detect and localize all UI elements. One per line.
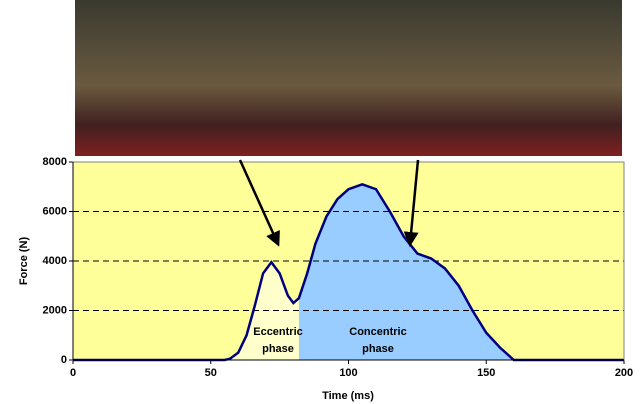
phase-label: phase [262, 343, 294, 355]
y-tick-label: 6000 [43, 205, 67, 217]
x-tick-label: 0 [70, 367, 76, 379]
x-axis-label: Time (ms) [322, 390, 374, 402]
photo-strip [75, 0, 622, 156]
y-tick-label: 8000 [43, 156, 67, 168]
x-tick-label: 50 [205, 367, 217, 379]
phase-label: Eccentric [253, 326, 303, 338]
x-tick-label: 150 [477, 367, 495, 379]
phase-label: phase [362, 343, 394, 355]
plot: EccentricphaseConcentricphase02000400060… [43, 156, 634, 379]
y-tick-label: 0 [61, 354, 67, 366]
y-axis-label: Force (N) [18, 237, 30, 286]
screen: EccentricphaseConcentricphase02000400060… [0, 0, 644, 404]
x-tick-label: 100 [339, 367, 357, 379]
phase-label: Concentric [349, 326, 406, 338]
y-tick-label: 4000 [43, 255, 67, 267]
x-tick-label: 200 [615, 367, 633, 379]
y-tick-label: 2000 [43, 304, 67, 316]
